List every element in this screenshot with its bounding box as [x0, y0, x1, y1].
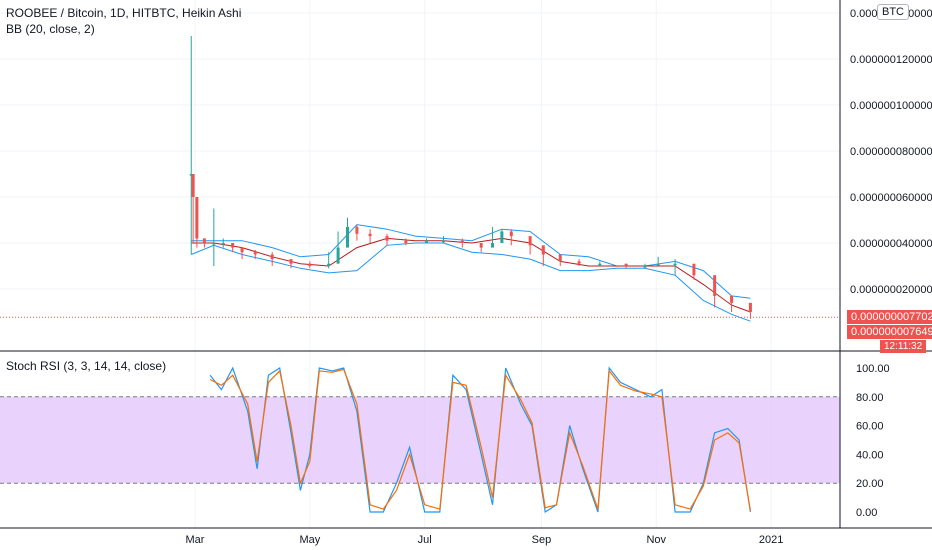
stoch-rsi-lines — [209, 366, 751, 514]
time-tick-label: Sep — [532, 534, 552, 546]
chart-frame — [0, 0, 932, 529]
stoch-rsi-tick-label: 100.00 — [856, 363, 890, 375]
candle-body — [656, 263, 660, 266]
candle-body — [231, 243, 235, 248]
candle-body — [479, 243, 483, 248]
candle-body — [270, 254, 274, 260]
candle-body — [195, 197, 199, 239]
candle-body — [624, 263, 628, 266]
stoch-rsi-k-line — [209, 366, 751, 514]
last-price-pill: 0.000000007702 — [847, 310, 932, 324]
candle-body — [509, 231, 513, 237]
candle-body — [692, 263, 696, 276]
price-tick-label: 0.000000120000 — [850, 54, 932, 66]
stoch-rsi-tick-label: 20.00 — [856, 478, 884, 490]
candle-body — [748, 302, 752, 312]
candle-body — [713, 275, 717, 296]
currency-badge[interactable]: BTC — [877, 4, 909, 20]
price-tick-label: 0.000000080000 — [850, 146, 932, 158]
stoch-rsi-d-line — [209, 368, 751, 511]
candle-body — [425, 240, 429, 243]
bollinger-bands — [191, 224, 751, 322]
close-price-pill: 0.000000007649 — [847, 325, 932, 339]
candle-body — [355, 226, 359, 234]
time-tick-label: May — [299, 534, 320, 546]
candle-body — [673, 263, 677, 266]
candle-body — [308, 263, 312, 266]
candle-body — [191, 174, 195, 197]
candle-body — [240, 247, 244, 253]
candle-body — [336, 247, 340, 264]
time-axis[interactable]: Mar May Jul Sep Nov 2021 — [186, 534, 784, 546]
candle-body — [404, 240, 408, 243]
candle-body — [327, 263, 331, 266]
stoch-rsi-tick-label: 40.00 — [856, 449, 884, 461]
bb-upper-line — [191, 224, 751, 299]
stoch-rsi-label[interactable]: Stoch RSI (3, 3, 14, 14, close) — [6, 359, 167, 373]
stoch-rsi-band — [0, 396, 840, 484]
candle-body — [368, 233, 372, 237]
candle-body — [212, 243, 216, 245]
stoch-rsi-tick-label: 0.00 — [856, 507, 877, 519]
stoch-rsi-band-fill — [0, 396, 840, 484]
candle-body — [577, 261, 581, 264]
candle-body — [460, 240, 464, 243]
candle-body — [346, 226, 350, 248]
candle-body — [598, 263, 602, 266]
time-tick-label: 2021 — [759, 534, 783, 546]
time-tick-label: Mar — [186, 534, 205, 546]
bb-indicator-label[interactable]: BB (20, close, 2) — [6, 22, 95, 36]
candle-body — [189, 174, 193, 176]
price-axis[interactable]: 0.000000020000 0.000000040000 0.0000000600… — [850, 8, 932, 296]
candle-body — [289, 259, 293, 264]
stoch-rsi-axis[interactable]: 0.00 20.00 40.00 60.00 80.00 100.00 — [856, 363, 890, 519]
candle-body — [490, 243, 494, 248]
candle-body — [253, 252, 257, 255]
price-tick-label: 0.000000100000 — [850, 100, 932, 112]
price-tick-label: 0.000000060000 — [850, 192, 932, 204]
candle-body — [442, 240, 446, 243]
candle-body — [202, 238, 206, 243]
price-candles — [0, 36, 840, 319]
time-tick-label: Jul — [418, 534, 432, 546]
candle-body — [643, 266, 647, 268]
price-tick-label: 0.000000040000 — [850, 238, 932, 250]
stoch-rsi-tick-label: 80.00 — [856, 392, 884, 404]
stoch-rsi-tick-label: 60.00 — [856, 421, 884, 433]
candle-body — [541, 245, 545, 255]
candle-body — [500, 231, 504, 243]
candle-body — [558, 254, 562, 262]
bb-basis-line — [191, 237, 751, 313]
time-tick-label: Nov — [646, 534, 666, 546]
symbol-title[interactable]: ROOBEE / Bitcoin, 1D, HITBTC, Heikin Ash… — [6, 6, 242, 20]
candle-body — [730, 295, 734, 303]
candle-body — [528, 236, 532, 246]
price-tick-label: 0.000000020000 — [850, 284, 932, 296]
countdown-pill: 12:11:32 — [880, 340, 927, 353]
candle-body — [385, 236, 389, 241]
bb-lower-line — [191, 242, 751, 322]
candle-body — [221, 243, 225, 245]
